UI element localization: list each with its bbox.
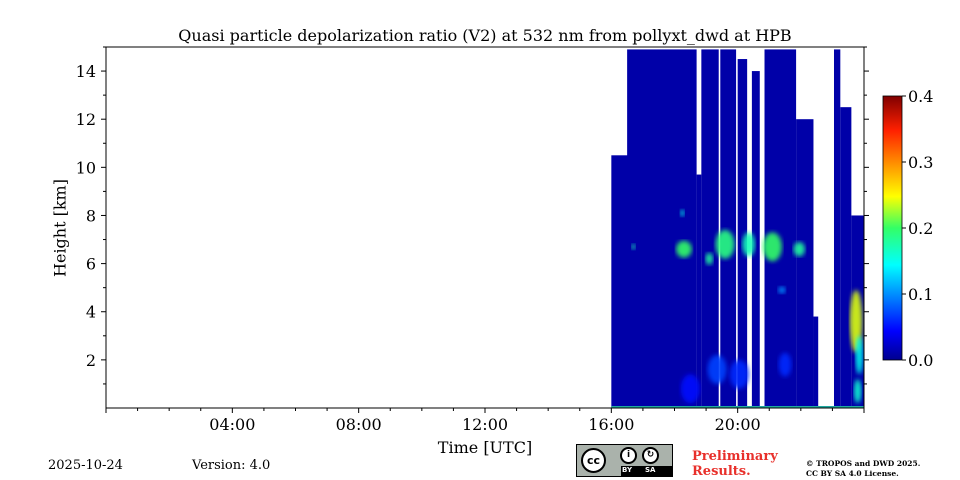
attribution-person-icon: i xyxy=(620,447,637,464)
y-tick-label: 4 xyxy=(86,303,96,322)
data-column xyxy=(751,71,760,408)
x-tick-label: 08:00 xyxy=(336,415,382,434)
colorbar-tick-label: 0.2 xyxy=(908,219,933,238)
y-tick-label: 10 xyxy=(76,158,96,177)
colorbar xyxy=(882,95,903,361)
y-tick-label: 12 xyxy=(76,110,96,129)
feature-patch xyxy=(729,359,749,389)
y-tick-label: 14 xyxy=(76,62,96,81)
data-column xyxy=(720,49,737,408)
data-column xyxy=(701,49,719,408)
date-label: 2025-10-24 xyxy=(48,458,123,473)
feature-patch xyxy=(707,355,727,384)
data-column xyxy=(813,316,819,408)
badge-strip xyxy=(621,466,672,476)
feature-patch xyxy=(778,286,786,294)
data-column xyxy=(840,107,852,408)
x-axis-label: Time [UTC] xyxy=(437,438,533,457)
feature-patch xyxy=(680,374,700,404)
feature-patch xyxy=(631,243,636,250)
feature-patch xyxy=(778,352,792,377)
plot-frame xyxy=(105,46,865,409)
x-tick-label: 12:00 xyxy=(462,415,508,434)
colorbar-tick-label: 0.1 xyxy=(908,285,933,304)
x-tick-label: 04:00 xyxy=(209,415,255,434)
copyright-line-1: © TROPOS and DWD 2025. xyxy=(806,459,921,468)
x-tick-label: 20:00 xyxy=(715,415,761,434)
feature-patch xyxy=(676,240,692,258)
y-tick-label: 8 xyxy=(86,206,96,225)
y-tick-label: 2 xyxy=(86,351,96,370)
y-axis-label: Height [km] xyxy=(50,179,70,277)
version-label: Version: 4.0 xyxy=(192,458,271,473)
preliminary-line-2: Results. xyxy=(692,464,751,479)
copyright-line-2: CC BY SA 4.0 License. xyxy=(806,469,899,478)
feature-patch xyxy=(855,335,864,375)
badge-by-label: BY xyxy=(622,466,633,474)
chart-title: Quasi particle depolarization ratio (V2)… xyxy=(178,26,792,45)
feature-patch xyxy=(715,229,735,259)
colorbar-tick-label: 0.4 xyxy=(908,87,933,106)
colorbar-tick-label: 0.3 xyxy=(908,153,933,172)
data-column xyxy=(627,49,697,408)
data-column xyxy=(796,119,814,408)
share-alike-icon: ↻ xyxy=(642,447,659,464)
preliminary-line-1: Preliminary xyxy=(692,449,778,464)
colorbar-tick-label: 0.0 xyxy=(908,351,933,370)
creative-commons-by-sa-icon: cc i ↻ BY SA xyxy=(576,444,673,477)
y-tick-label: 6 xyxy=(86,255,96,274)
x-tick-label: 16:00 xyxy=(588,415,634,434)
copyright-notice: © TROPOS and DWD 2025. CC BY SA 4.0 Lice… xyxy=(806,459,920,479)
feature-patch xyxy=(742,232,756,257)
feature-patch xyxy=(705,252,714,265)
feature-patch xyxy=(680,209,685,217)
data-column xyxy=(764,49,797,408)
feature-patch xyxy=(853,379,862,404)
feature-patch xyxy=(793,241,805,257)
ground-strip xyxy=(611,406,864,408)
data-column xyxy=(833,49,841,408)
data-column xyxy=(737,59,748,408)
data-column xyxy=(696,174,702,408)
badge-sa-label: SA xyxy=(645,466,656,474)
preliminary-notice: Preliminary Results. xyxy=(692,449,778,479)
feature-patch xyxy=(762,232,782,262)
cc-logo-icon: cc xyxy=(581,448,606,473)
